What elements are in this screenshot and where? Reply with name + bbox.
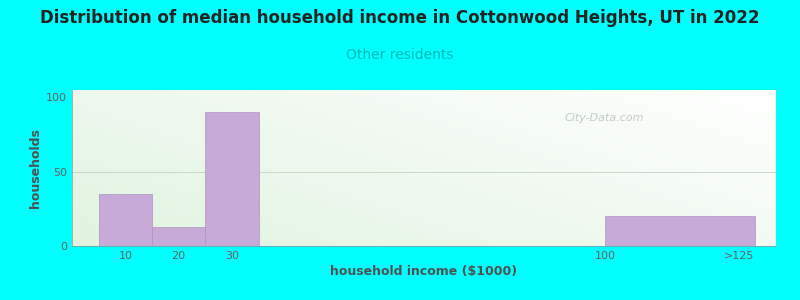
Bar bbox=[152, 227, 206, 246]
Text: Distribution of median household income in Cottonwood Heights, UT in 2022: Distribution of median household income … bbox=[40, 9, 760, 27]
Bar bbox=[606, 216, 754, 246]
X-axis label: household income ($1000): household income ($1000) bbox=[330, 265, 518, 278]
Y-axis label: households: households bbox=[29, 128, 42, 208]
Text: Other residents: Other residents bbox=[346, 48, 454, 62]
Bar bbox=[98, 194, 152, 246]
Bar bbox=[206, 112, 258, 246]
Text: City-Data.com: City-Data.com bbox=[565, 113, 644, 123]
